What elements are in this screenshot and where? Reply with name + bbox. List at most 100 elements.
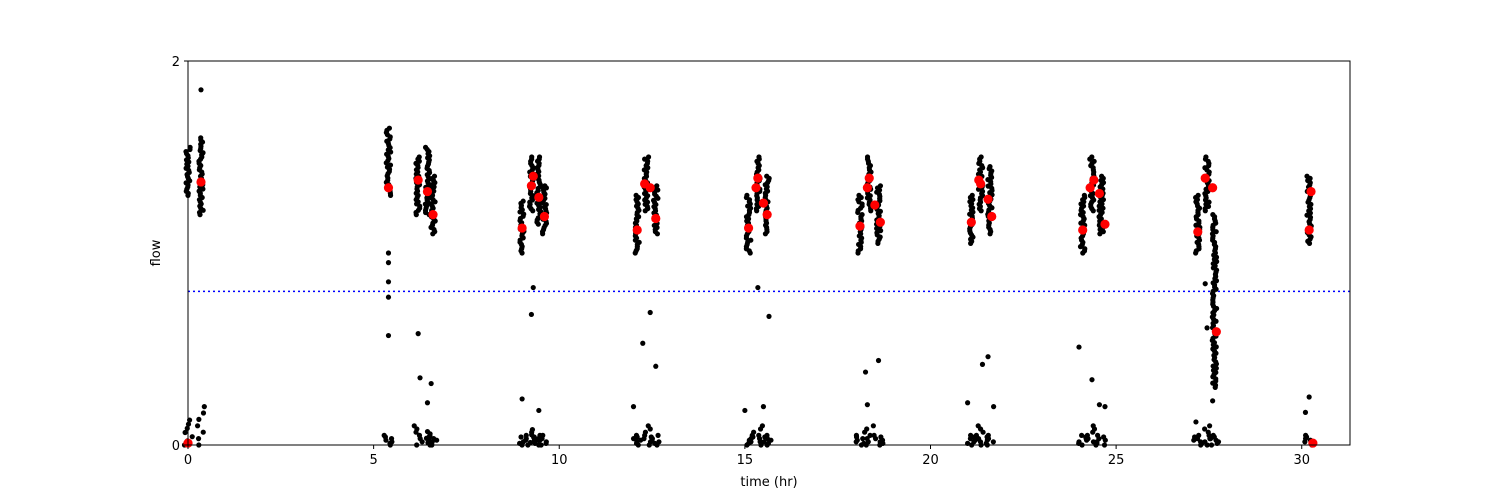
data-point bbox=[1210, 212, 1216, 218]
data-point bbox=[198, 87, 204, 93]
data-point bbox=[1076, 439, 1082, 445]
data-point bbox=[385, 332, 392, 339]
highlight-point bbox=[855, 221, 865, 231]
data-point bbox=[384, 151, 390, 157]
data-point bbox=[645, 423, 651, 429]
x-tick-label: 20 bbox=[922, 453, 939, 468]
data-point bbox=[387, 162, 394, 168]
data-point bbox=[184, 425, 190, 431]
data-point bbox=[200, 429, 206, 435]
data-point bbox=[654, 183, 660, 189]
data-point bbox=[1203, 154, 1209, 160]
data-point bbox=[416, 154, 422, 160]
highlight-point bbox=[875, 217, 885, 227]
data-point bbox=[1076, 344, 1082, 350]
data-point bbox=[381, 432, 387, 438]
data-point bbox=[751, 429, 757, 435]
data-point bbox=[759, 423, 766, 429]
data-point bbox=[530, 284, 536, 291]
data-point bbox=[979, 188, 986, 195]
data-point bbox=[542, 183, 548, 189]
data-point bbox=[1197, 439, 1204, 445]
data-point bbox=[766, 313, 772, 319]
data-point bbox=[200, 410, 207, 416]
data-point bbox=[856, 192, 862, 198]
data-point bbox=[985, 354, 991, 360]
highlight-point bbox=[751, 183, 761, 193]
data-point bbox=[755, 284, 761, 291]
data-point bbox=[648, 434, 654, 440]
data-point bbox=[1306, 394, 1312, 400]
data-point bbox=[385, 260, 392, 266]
highlight-point bbox=[422, 186, 433, 197]
data-point bbox=[1193, 419, 1199, 425]
highlight-point bbox=[1089, 175, 1099, 185]
data-point bbox=[870, 423, 876, 429]
data-point bbox=[1079, 432, 1085, 438]
data-point bbox=[1207, 436, 1213, 442]
highlight-point bbox=[1193, 227, 1203, 237]
highlight-point bbox=[1200, 173, 1210, 183]
data-point bbox=[198, 135, 204, 141]
x-tick-label: 0 bbox=[184, 453, 192, 468]
data-point bbox=[642, 156, 648, 162]
data-point bbox=[1096, 207, 1102, 213]
data-point bbox=[1202, 281, 1208, 287]
data-point bbox=[529, 154, 535, 160]
data-point bbox=[630, 404, 637, 410]
data-point bbox=[864, 402, 870, 408]
data-point bbox=[422, 144, 429, 150]
highlight-point bbox=[1078, 225, 1088, 235]
data-point bbox=[990, 439, 996, 445]
highlight-point bbox=[1085, 183, 1095, 193]
highlight-point bbox=[864, 173, 874, 183]
data-point bbox=[1204, 325, 1210, 331]
data-point bbox=[744, 192, 750, 198]
data-point bbox=[987, 164, 993, 170]
data-point bbox=[1096, 402, 1103, 408]
data-point bbox=[536, 407, 542, 414]
data-point bbox=[194, 423, 201, 429]
x-axis-label: time (hr) bbox=[740, 475, 797, 490]
data-point bbox=[1099, 173, 1105, 179]
data-point bbox=[1196, 432, 1202, 438]
data-point bbox=[633, 192, 639, 198]
plot-area-frame bbox=[187, 60, 1351, 446]
data-point bbox=[411, 423, 417, 429]
data-point bbox=[1082, 246, 1088, 252]
data-point bbox=[195, 436, 202, 442]
data-point bbox=[428, 201, 434, 207]
data-point bbox=[388, 436, 395, 442]
data-point bbox=[656, 439, 662, 445]
data-point bbox=[1089, 377, 1095, 383]
highlight-point bbox=[870, 200, 880, 210]
data-point bbox=[756, 154, 762, 160]
data-point bbox=[761, 439, 767, 445]
data-point bbox=[428, 380, 434, 387]
data-point bbox=[1202, 426, 1208, 432]
data-point bbox=[864, 426, 870, 432]
data-point bbox=[878, 228, 884, 234]
data-point bbox=[653, 363, 659, 369]
data-point bbox=[415, 331, 421, 337]
data-point bbox=[424, 428, 431, 435]
data-point bbox=[1101, 434, 1107, 440]
data-point bbox=[523, 432, 529, 438]
data-point bbox=[196, 188, 202, 194]
data-point bbox=[760, 404, 767, 410]
data-point bbox=[640, 340, 646, 346]
data-point bbox=[1205, 429, 1211, 435]
highlight-point bbox=[753, 173, 763, 183]
data-point bbox=[860, 436, 866, 442]
data-point bbox=[1091, 158, 1097, 164]
data-point bbox=[878, 434, 884, 440]
data-point bbox=[540, 432, 546, 438]
data-point bbox=[1102, 404, 1108, 410]
highlight-point bbox=[196, 177, 206, 187]
data-point bbox=[748, 237, 754, 243]
highlight-point bbox=[517, 223, 527, 233]
data-point bbox=[991, 404, 997, 410]
data-point bbox=[1090, 423, 1096, 429]
data-point bbox=[864, 154, 871, 160]
